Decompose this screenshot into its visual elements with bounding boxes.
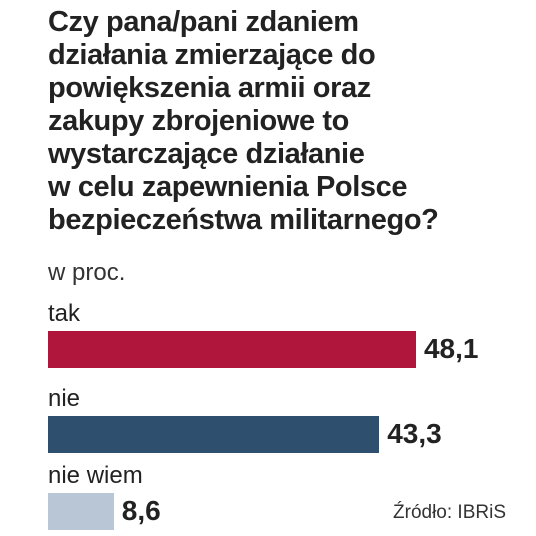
chart-title: Czy pana/pani zdaniem działania zmierzaj… — [48, 6, 518, 237]
bar — [48, 416, 380, 453]
title-line: działania zmierzające do — [48, 39, 376, 71]
title-line: Czy pana/pani zdaniem — [48, 6, 359, 38]
category-label: nie — [48, 385, 81, 412]
title-line: wystarczające działanie — [48, 138, 365, 170]
title-line: w celu zapewnienia Polsce — [48, 171, 408, 203]
chart-subtitle: w proc. — [48, 259, 126, 286]
value-label: 48,1 — [423, 333, 479, 364]
value-label: 8,6 — [121, 495, 161, 526]
title-line: bezpieczeństwa militarnego? — [48, 204, 439, 236]
category-label: nie wiem — [48, 462, 143, 489]
bar — [48, 331, 416, 368]
bar — [48, 493, 114, 530]
category-label: tak — [48, 300, 81, 327]
source-note: Źródło: IBRiS — [393, 502, 506, 523]
title-line: zakupy zbrojeniowe to — [48, 105, 349, 137]
value-label: 43,3 — [387, 418, 442, 449]
title-line: powiększenia armii oraz — [48, 72, 371, 104]
